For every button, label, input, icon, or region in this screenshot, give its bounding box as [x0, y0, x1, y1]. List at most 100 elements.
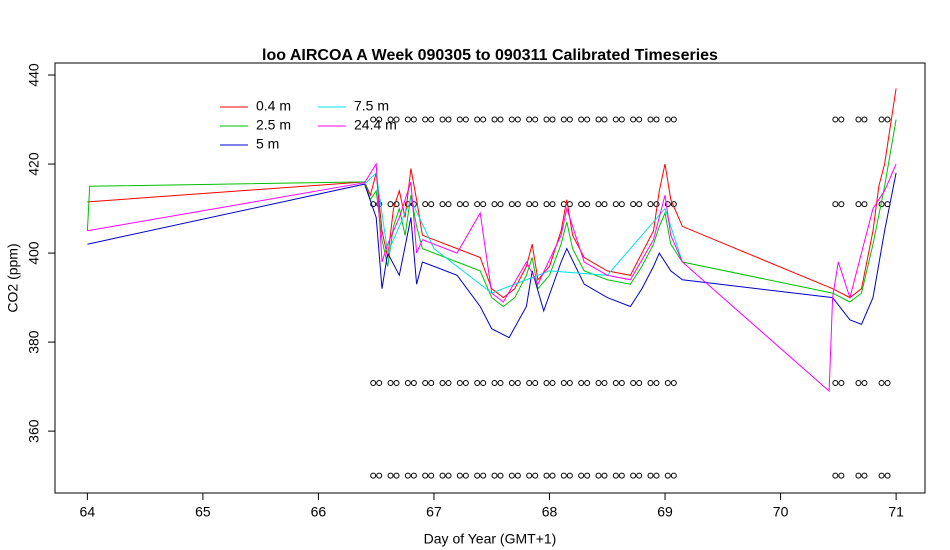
marker-circle [393, 472, 400, 479]
marker-circle [514, 116, 521, 123]
marker-circle [647, 472, 654, 479]
marker-circle [508, 380, 515, 387]
calibration-marker [612, 201, 625, 208]
legend-label: 5 m [256, 136, 279, 152]
calibration-marker [595, 201, 608, 208]
marker-circle [838, 116, 845, 123]
marker-circle [549, 472, 556, 479]
marker-circle [370, 116, 377, 123]
series-line [364, 171, 683, 294]
marker-circle [861, 116, 868, 123]
calibration-marker [578, 116, 591, 123]
marker-circle [526, 116, 533, 123]
calibration-marker [612, 472, 625, 479]
x-tick-label: 65 [195, 504, 211, 520]
marker-circle [376, 380, 383, 387]
marker-circle [855, 472, 862, 479]
marker-circle [595, 380, 602, 387]
marker-circle [549, 201, 556, 208]
marker-circle [491, 116, 498, 123]
calibration-marker [439, 201, 452, 208]
marker-circle [439, 380, 446, 387]
marker-circle [670, 472, 677, 479]
calibration-marker [474, 116, 487, 123]
marker-circle [532, 116, 539, 123]
calibration-marker [526, 116, 539, 123]
marker-circle [445, 380, 452, 387]
calibration-marker [474, 472, 487, 479]
calibration-marker [456, 472, 469, 479]
calibration-marker [422, 116, 435, 123]
marker-circle [601, 116, 608, 123]
marker-circle [387, 116, 394, 123]
marker-circle [532, 380, 539, 387]
x-tick-label: 69 [657, 504, 673, 520]
marker-circle [630, 201, 637, 208]
marker-circle [393, 380, 400, 387]
series-line [86, 119, 897, 308]
marker-circle [508, 201, 515, 208]
calibration-marker [387, 201, 400, 208]
marker-circle [543, 201, 550, 208]
marker-circle [439, 472, 446, 479]
marker-circle [376, 472, 383, 479]
marker-circle [456, 472, 463, 479]
calibration-marker [404, 380, 417, 387]
marker-circle [526, 201, 533, 208]
marker-circle [422, 380, 429, 387]
calibration-marker [404, 116, 417, 123]
marker-circle [838, 472, 845, 479]
marker-circle [410, 472, 417, 479]
marker-circle [491, 201, 498, 208]
marker-circle [462, 472, 469, 479]
marker-circle [428, 472, 435, 479]
marker-circle [618, 380, 625, 387]
marker-circle [601, 472, 608, 479]
marker-circle [439, 116, 446, 123]
marker-circle [861, 472, 868, 479]
calibration-marker [855, 472, 868, 479]
series-line [87, 88, 897, 299]
calibration-marker [491, 472, 504, 479]
marker-circle [560, 472, 567, 479]
calibration-marker [526, 380, 539, 387]
calibration-marker [595, 472, 608, 479]
calibration-marker [647, 472, 660, 479]
calibration-marker [456, 201, 469, 208]
legend-label: 24.4 m [354, 117, 397, 133]
legend-label: 0.4 m [256, 98, 291, 114]
marker-circle [370, 472, 377, 479]
calibration-marker [474, 201, 487, 208]
marker-circle [861, 201, 868, 208]
marker-circle [462, 116, 469, 123]
calibration-marker [439, 472, 452, 479]
marker-circle [884, 472, 891, 479]
calibration-marker [526, 472, 539, 479]
marker-circle [422, 201, 429, 208]
marker-circle [584, 380, 591, 387]
calibration-marker [387, 116, 400, 123]
marker-circle [445, 201, 452, 208]
x-axis-label: Day of Year (GMT+1) [424, 531, 557, 547]
marker-circle [526, 472, 533, 479]
y-tick-label: 440 [26, 63, 42, 87]
marker-circle [612, 380, 619, 387]
calibration-marker [543, 201, 556, 208]
marker-circle [832, 201, 839, 208]
marker-circle [376, 116, 383, 123]
marker-circle [618, 472, 625, 479]
marker-circle [404, 116, 411, 123]
marker-circle [595, 472, 602, 479]
marker-circle [861, 380, 868, 387]
marker-circle [653, 380, 660, 387]
calibration-marker [630, 380, 643, 387]
calibration-marker [595, 116, 608, 123]
y-tick-label: 380 [26, 330, 42, 354]
marker-circle [664, 472, 671, 479]
marker-circle [584, 116, 591, 123]
marker-circle [428, 380, 435, 387]
marker-circle [578, 472, 585, 479]
marker-circle [578, 201, 585, 208]
calibration-marker [832, 116, 845, 123]
calibration-marker [595, 380, 608, 387]
